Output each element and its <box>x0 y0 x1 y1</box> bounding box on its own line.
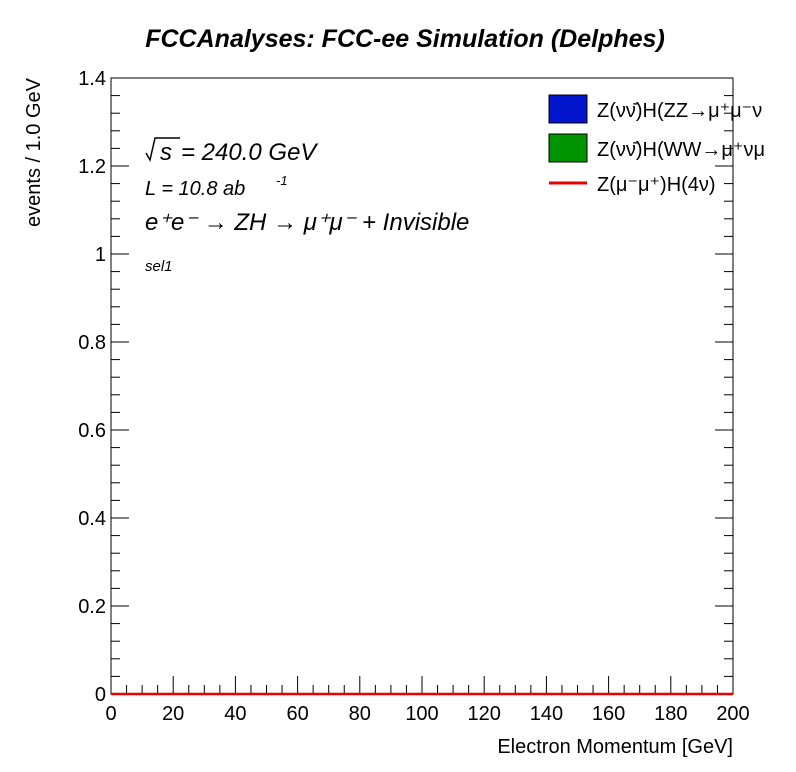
legend-label-3: Z(μ⁻μ⁺)H(4ν) <box>597 174 716 196</box>
x-tick-label: 20 <box>162 703 184 725</box>
x-tick-label: 200 <box>716 703 749 725</box>
legend-swatch-1 <box>548 94 588 124</box>
x-tick-label: 100 <box>405 703 438 725</box>
energy-text: = 240.0 GeV <box>181 139 318 166</box>
x-tick-label: 80 <box>349 703 371 725</box>
x-tick-label: 0 <box>105 703 116 725</box>
legend-label-2: Z(νν̄)H(WW→μ⁺νμ <box>597 139 765 161</box>
legend: Z(νν̄)H(ZZ→μ⁺μ⁻ν Z(νν̄)H(WW→μ⁺νμ Z(μ⁻μ⁺)H(… <box>548 94 765 196</box>
y-tick-label: 0 <box>95 684 106 706</box>
x-tick-label: 120 <box>468 703 501 725</box>
y-tick-label: 0.2 <box>78 596 106 618</box>
y-tick-label: 1.2 <box>78 156 106 178</box>
lumi-annotation: L = 10.8 ab -1 <box>145 173 288 200</box>
x-ticks: 0 20 40 60 80 100 120 140 160 180 200 <box>105 676 750 725</box>
lumi-exponent: -1 <box>276 173 288 188</box>
x-tick-label: 180 <box>654 703 687 725</box>
x-tick-label: 60 <box>286 703 308 725</box>
process-text: e⁺e⁻ → ZH → μ⁺μ⁻ + Invisible <box>145 209 469 236</box>
y-tick-label: 0.8 <box>78 332 106 354</box>
legend-label-1: Z(νν̄)H(ZZ→μ⁺μ⁻ν <box>597 100 762 122</box>
lumi-text: L = 10.8 ab <box>145 178 245 200</box>
x-axis-label: Electron Momentum [GeV] <box>497 736 733 758</box>
legend-swatch-2 <box>548 133 588 163</box>
selection-text: sel1 <box>145 258 173 275</box>
y-ticks: 0 0.2 0.4 0.6 0.8 1 1.2 1.4 <box>78 68 733 706</box>
y-tick-label: 1 <box>95 244 106 266</box>
y-tick-label: 1.4 <box>78 68 106 90</box>
chart-title: FCCAnalyses: FCC-ee Simulation (Delphes) <box>145 25 665 53</box>
sqrt-s-annotation: s = 240.0 GeV <box>145 137 318 166</box>
sqrt-symbol <box>145 137 180 163</box>
plot-frame <box>110 77 734 695</box>
x-tick-label: 160 <box>592 703 625 725</box>
y-axis-label: events / 1.0 GeV <box>23 77 45 227</box>
y-tick-label: 0.6 <box>78 420 106 442</box>
x-tick-label: 140 <box>530 703 563 725</box>
x-tick-label: 40 <box>224 703 246 725</box>
sqrt-s-text: s <box>160 139 172 166</box>
y-tick-label: 0.4 <box>78 508 106 530</box>
